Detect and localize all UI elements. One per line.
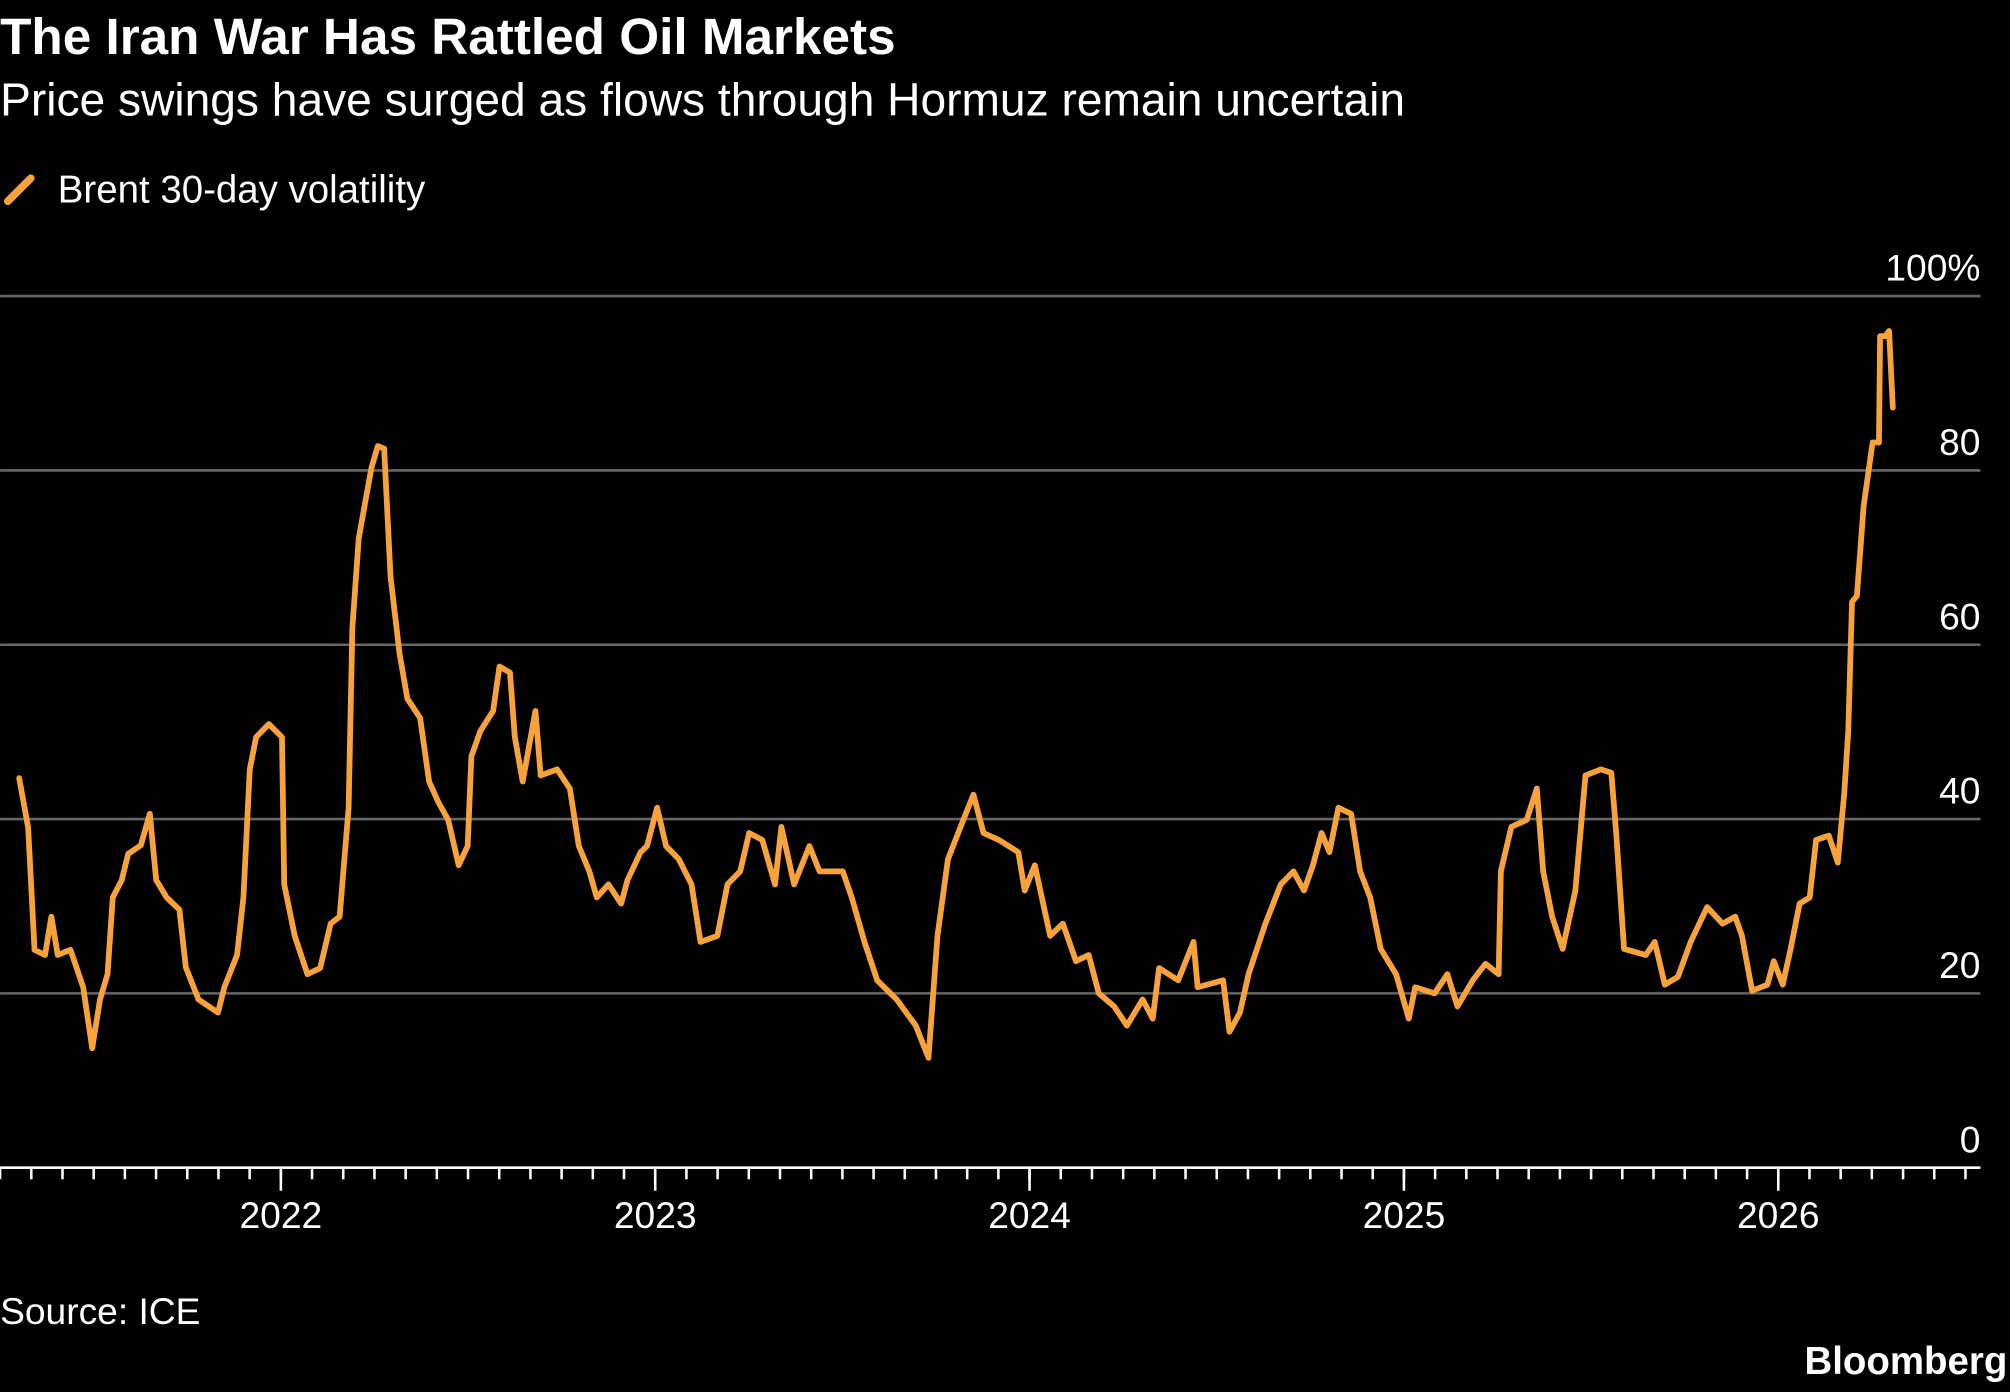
- x-tick-label: 2025: [1363, 1194, 1446, 1236]
- legend-swatch: [3, 174, 35, 206]
- y-tick-label: 100%: [1885, 247, 1980, 289]
- x-tick-label: 2022: [240, 1194, 323, 1236]
- y-tick-label: 20: [1939, 944, 1980, 986]
- brand: Bloomberg: [1804, 1340, 2007, 1383]
- x-tick-label: 2024: [988, 1194, 1071, 1236]
- x-tick-label: 2023: [614, 1194, 697, 1236]
- source-note: Source: ICE: [0, 1290, 200, 1332]
- x-tick-label: 2026: [1737, 1194, 1820, 1236]
- data-line: [16, 328, 1896, 1061]
- y-tick-label: 0: [1960, 1118, 1981, 1160]
- y-tick-label: 40: [1939, 770, 1980, 812]
- legend-label: Brent 30-day volatility: [58, 169, 426, 212]
- y-tick-label: 80: [1939, 421, 1980, 463]
- y-tick-label: 60: [1939, 595, 1980, 637]
- chart-title: The Iran War Has Rattled Oil Markets: [0, 8, 896, 65]
- chart-subtitle: Price swings have surged as flows throug…: [0, 73, 1405, 125]
